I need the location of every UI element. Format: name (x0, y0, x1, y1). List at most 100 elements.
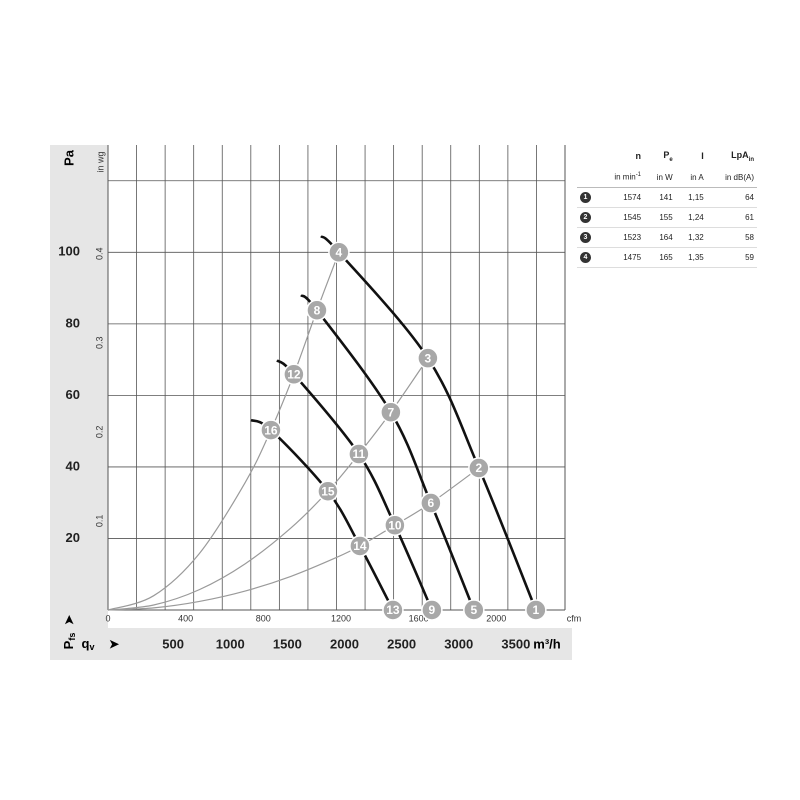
operating-point (420, 492, 442, 514)
x2-tick-label: 2000 (486, 613, 506, 623)
units-row: in min-1 in W in A in dB(A) (577, 167, 757, 188)
x-tick-label: 1500 (273, 636, 302, 651)
operating-point (380, 401, 402, 423)
row-id: 1 (577, 187, 597, 208)
unit-cell: in dB(A) (706, 167, 757, 188)
x-axis-label: m³/h (533, 636, 561, 651)
row-badge: 4 (580, 252, 591, 263)
row-badge: 3 (580, 232, 591, 243)
operating-point (468, 457, 490, 479)
point-label: 13 (386, 603, 400, 617)
cell: 1,35 (675, 247, 707, 268)
y2-tick-label: 0.2 (94, 426, 104, 439)
point-label: 16 (264, 423, 278, 437)
y-band (50, 145, 108, 660)
data-row: 4 1475 165 1,35 59 (577, 247, 757, 268)
cell-text: P (663, 149, 670, 160)
cell-text: in dB(A) (725, 172, 754, 182)
x-tick-label: 500 (162, 636, 184, 651)
cell: 155 (644, 207, 676, 228)
point-label: 9 (429, 603, 436, 617)
cell-text: in min (614, 172, 636, 182)
point-label: 6 (428, 496, 435, 510)
cell: 141 (644, 187, 676, 208)
cell: 61 (706, 207, 757, 228)
x-tick-label: 3000 (444, 636, 473, 651)
cell: 1545 (597, 207, 645, 228)
header-cell: Pe (644, 145, 676, 167)
y-symbol-main: P (61, 640, 76, 649)
y-tick-label: 80 (66, 315, 80, 330)
unit-cell: in W (644, 167, 676, 188)
y2-tick-label: 0.1 (94, 515, 104, 528)
x2-tick-label: 800 (256, 613, 271, 623)
cell-sub: in (748, 156, 754, 163)
point-label: 1 (533, 603, 540, 617)
operating-point (417, 347, 439, 369)
operating-point (421, 599, 443, 621)
point-label: 15 (321, 484, 335, 498)
point-label: 3 (425, 351, 432, 365)
cell: 1523 (597, 227, 645, 248)
y-tick-label: 20 (66, 530, 80, 545)
header-cell: n (597, 145, 644, 167)
cell-text: in W (656, 172, 673, 182)
x-symbol: qv (82, 636, 95, 652)
point-label: 14 (353, 539, 367, 553)
data-row: 1 1574 141 1,15 64 (577, 187, 757, 208)
x2-tick-label: 0 (105, 613, 110, 623)
cell-text: LpA (731, 149, 749, 160)
cell: 64 (706, 187, 757, 208)
x-tick-label: 3500 (501, 636, 530, 651)
y2-axis-label: in wg (95, 151, 105, 172)
point-label: 7 (388, 405, 395, 419)
point-label: 10 (388, 518, 402, 532)
cell: 58 (706, 227, 757, 248)
x-tick-label: 1000 (216, 636, 245, 651)
point-label: 8 (314, 303, 321, 317)
cell-sub: e (669, 156, 673, 163)
x2-axis-label: cfm (567, 613, 582, 623)
operating-point (328, 241, 350, 264)
x-symbol-sub: v (89, 642, 94, 652)
y-tick-label: 60 (66, 387, 80, 402)
cell-text: I (701, 151, 704, 161)
cell: 1,32 (675, 227, 707, 248)
cell (577, 167, 597, 188)
arrow: ➤ (62, 614, 76, 625)
operating-point (283, 363, 305, 386)
unit-cell: in A (675, 167, 707, 188)
header-cell: I (676, 145, 707, 167)
unit-cell: in min-1 (597, 167, 645, 188)
cell: 164 (644, 227, 676, 248)
y-symbol-sub: fs (67, 633, 77, 641)
cell-sup: -1 (635, 172, 642, 179)
cell: 1,24 (675, 207, 707, 228)
operating-point (349, 535, 371, 557)
arrow: ➤ (109, 637, 120, 651)
header-row: n Pe I LpAin (577, 145, 757, 167)
data-row: 3 1523 164 1,32 58 (577, 227, 757, 248)
x2-tick-label: 1200 (331, 613, 351, 623)
point-label: 4 (336, 245, 343, 259)
x-symbol-main: q (82, 636, 90, 651)
operating-point (317, 480, 339, 502)
x2-tick-label: 400 (178, 613, 193, 623)
y-symbol: Pfs (61, 633, 77, 650)
point-label: 2 (476, 461, 483, 475)
x2-tick-label: 1600 (409, 613, 429, 623)
row-id: 2 (577, 207, 597, 228)
point-label: 11 (353, 447, 366, 461)
header-cell: LpAin (707, 145, 757, 167)
point-label: 12 (287, 367, 301, 381)
y2-tick-label: 0.3 (94, 337, 104, 350)
cell: 59 (706, 247, 757, 268)
x-tick-label: 2500 (387, 636, 416, 651)
y-axis-label: Pa (61, 149, 76, 166)
y2-tick-label: 0.4 (94, 247, 104, 260)
y-tick-label: 100 (58, 244, 80, 259)
cell: 1475 (597, 247, 645, 268)
cell: 1574 (597, 187, 645, 208)
